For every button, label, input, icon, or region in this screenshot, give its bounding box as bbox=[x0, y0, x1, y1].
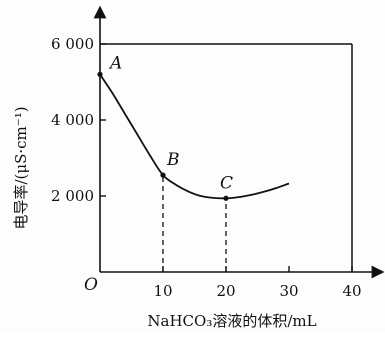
y-tick-label: 2 000 bbox=[51, 187, 94, 205]
point-a-marker bbox=[97, 71, 103, 77]
point-a-label: A bbox=[108, 53, 122, 73]
x-tick-label: 40 bbox=[342, 282, 361, 300]
point-c-marker bbox=[223, 195, 229, 201]
x-tick-label: 20 bbox=[216, 282, 235, 300]
x-tick-label: 10 bbox=[153, 282, 172, 300]
x-tick-label: 30 bbox=[279, 282, 298, 300]
x-ticks: 10 20 30 40 bbox=[153, 266, 362, 300]
y-ticks: 2 000 4 000 6 000 bbox=[51, 35, 106, 205]
origin-label: O bbox=[84, 275, 98, 295]
reference-lines bbox=[100, 43, 353, 272]
point-labels: A B C bbox=[97, 53, 233, 201]
x-axis-title: NaHCO₃溶液的体积/mL bbox=[147, 312, 316, 330]
point-b-label: B bbox=[166, 150, 180, 170]
point-c-label: C bbox=[220, 173, 233, 193]
y-tick-label: 4 000 bbox=[51, 111, 94, 129]
y-tick-label: 6 000 bbox=[51, 35, 94, 53]
point-b-marker bbox=[160, 172, 166, 178]
y-axis-title: 电导率/(μS·cm⁻¹) bbox=[12, 106, 30, 229]
conductivity-curve bbox=[99, 73, 290, 200]
